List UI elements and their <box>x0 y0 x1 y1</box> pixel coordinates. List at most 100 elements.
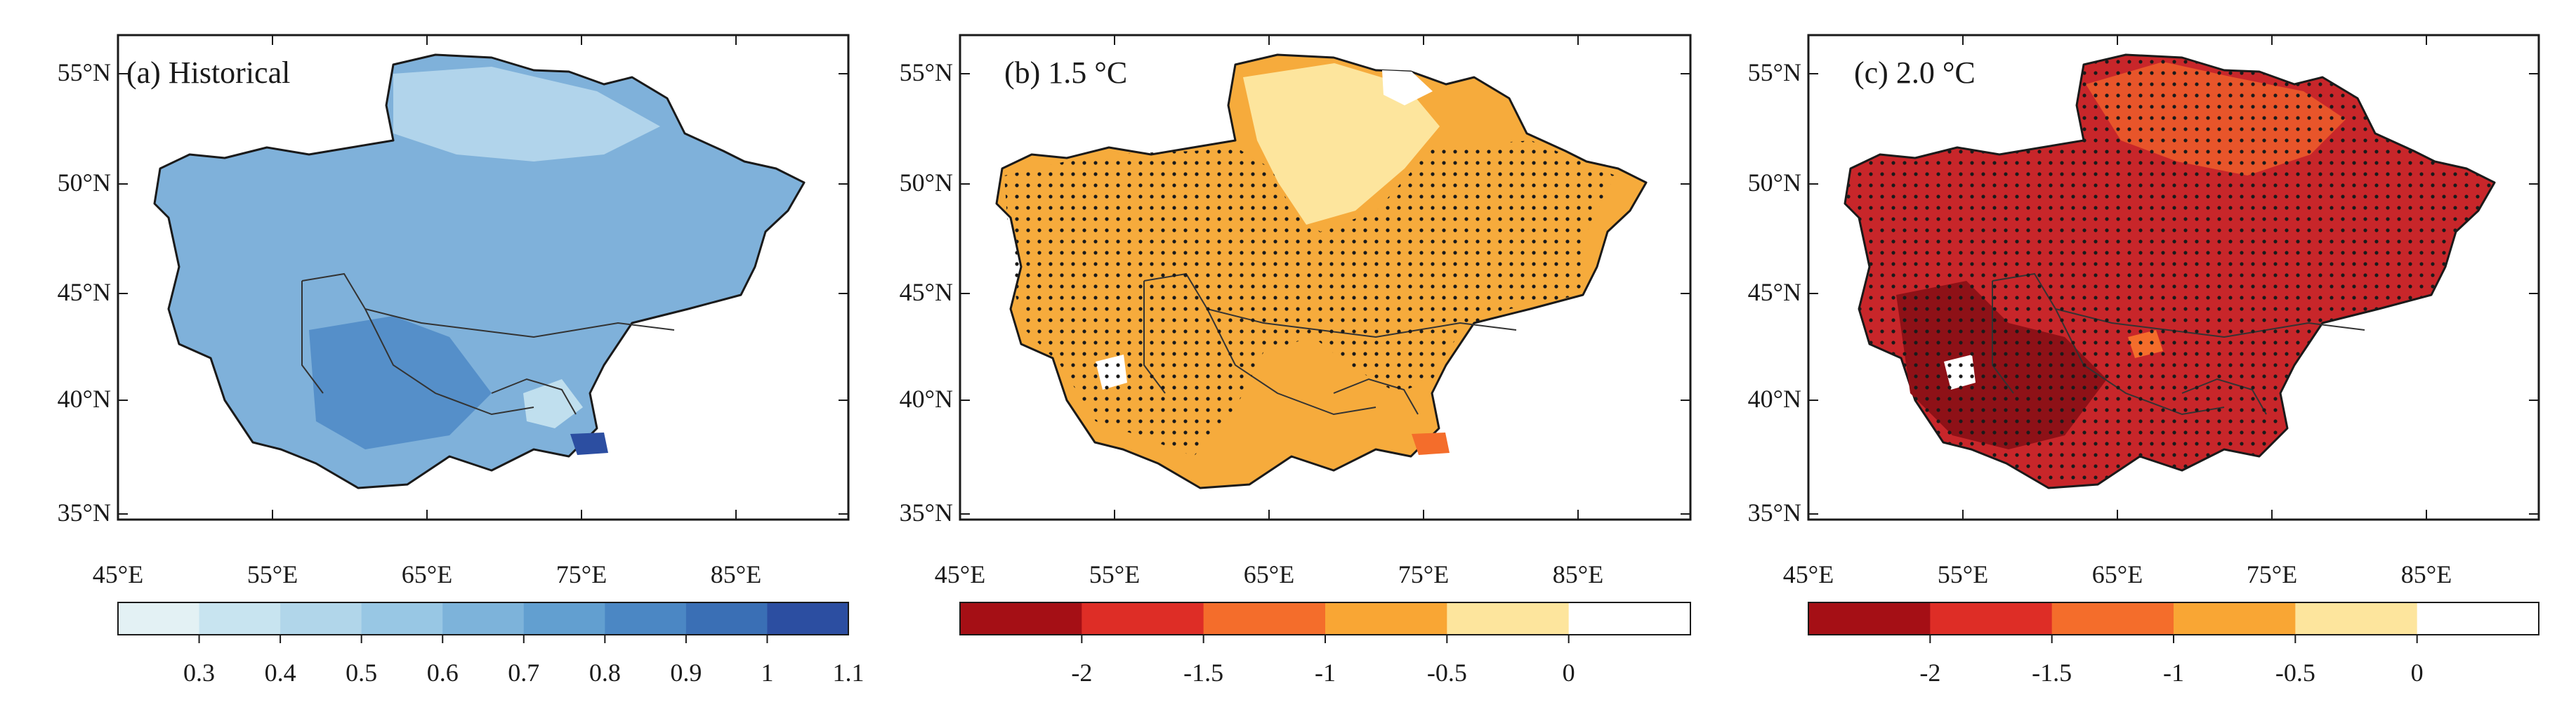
colorbar-label: 0 <box>1563 659 1575 687</box>
colorbar-swatch <box>1930 602 2053 635</box>
colorbar-swatch <box>1325 602 1447 635</box>
lat-tick-c-3: 40°N <box>1748 385 2539 413</box>
x-axis-c: 45°E 55°E 65°E 75°E 85°E <box>1783 35 2452 588</box>
lon-label-c-2: 65°E <box>2092 560 2143 588</box>
colorbar-label: -2 <box>1919 659 1940 687</box>
colorbar-swatch <box>280 602 362 635</box>
colorbar-swatch <box>605 602 687 635</box>
y-axis-c: 55°N 50°N 45°N 40°N 35°N <box>1748 58 2539 527</box>
lat-tick-c-2: 45°N <box>1748 278 2539 306</box>
lat-label-a-0: 55°N <box>58 58 111 86</box>
colorbar-labels-a: 0.3 0.4 0.5 0.6 0.7 0.8 0.9 1 1.1 <box>183 659 864 687</box>
colorbar-swatch <box>2174 602 2296 635</box>
colorbar-label: 0.9 <box>670 659 702 687</box>
lat-label-c-2: 45°N <box>1748 278 1801 306</box>
lon-label-b-2: 65°E <box>1244 560 1294 588</box>
lat-label-b-1: 50°N <box>900 169 953 197</box>
colorbar-swatch <box>1203 602 1326 635</box>
map-region-b <box>995 53 1648 489</box>
x-axis-b: 45°E 55°E 65°E 75°E 85°E <box>935 35 1603 588</box>
colorbar-swatch <box>767 602 849 635</box>
colorbar-swatch <box>960 602 1082 635</box>
lon-tick-a-2: 65°E <box>402 35 452 588</box>
lon-tick-b-1: 55°E <box>1089 35 1140 588</box>
panel-b: 55°N 50°N 45°N 40°N 35°N 45°E 55°E 65°E … <box>900 34 1692 687</box>
colorbar-swatch <box>442 602 525 635</box>
lat-tick-b-0: 55°N <box>900 58 1690 86</box>
colorbar-swatch <box>1568 602 1691 635</box>
lat-tick-c-1: 50°N <box>1748 169 2539 197</box>
colorbar-label: 1 <box>761 659 773 687</box>
lat-label-b-4: 35°N <box>900 499 953 527</box>
y-axis-b: 55°N 50°N 45°N 40°N 35°N <box>900 58 1690 527</box>
region-pale-patch-b <box>1243 63 1440 225</box>
lon-tick-b-0: 45°E <box>935 510 985 588</box>
colorbar-label: 0.8 <box>589 659 621 687</box>
lon-tick-b-2: 65°E <box>1244 35 1294 588</box>
lon-label-c-3: 75°E <box>2247 560 2297 588</box>
stipple-overlay-b <box>1004 140 1615 456</box>
lat-tick-c-0: 55°N <box>1748 58 2539 86</box>
colorbar-label: 0.6 <box>427 659 459 687</box>
lat-label-c-4: 35°N <box>1748 499 1801 527</box>
panel-label-b: (b) 1.5 °C <box>1004 55 1127 90</box>
colorbar-swatch <box>685 602 768 635</box>
colorbar-label: -1.5 <box>1183 659 1223 687</box>
colorbar-swatch <box>1082 602 1204 635</box>
colorbar-label: -1.5 <box>2032 659 2072 687</box>
region-lighter-patch-a <box>393 67 660 161</box>
lat-tick-b-1: 50°N <box>900 169 1690 197</box>
colorbar-label: 1.1 <box>833 659 865 687</box>
lon-label-c-1: 55°E <box>1938 560 1988 588</box>
colorbar-label: 0.7 <box>508 659 539 687</box>
colorbar-swatch <box>1808 602 1931 635</box>
region-white-patch-b <box>1382 70 1433 105</box>
lat-tick-b-3: 40°N <box>900 385 1690 413</box>
map-region-a <box>153 53 806 489</box>
colorbar-swatch <box>361 602 443 635</box>
colorbar-frame-c <box>1808 602 2539 635</box>
lat-tick-b-2: 45°N <box>900 278 1690 306</box>
colorbar-swatch <box>2295 602 2418 635</box>
y-axis-a: 55°N 50°N 45°N 40°N 35°N <box>58 58 848 527</box>
lon-label-b-4: 85°E <box>1553 560 1603 588</box>
colorbar-labels-b: -2 -1.5 -1 -0.5 0 <box>1071 659 1575 687</box>
lat-label-a-4: 35°N <box>58 499 111 527</box>
lon-label-a-3: 75°E <box>556 560 607 588</box>
colorbar-swatch <box>2417 602 2539 635</box>
lon-tick-a-0: 45°E <box>93 510 143 588</box>
colorbar-label: -0.5 <box>2275 659 2315 687</box>
lon-label-c-0: 45°E <box>1783 560 1834 588</box>
lat-tick-b-4: 35°N <box>900 499 1690 527</box>
region-red-spot-b <box>1412 433 1450 455</box>
colorbar-swatch <box>199 602 281 635</box>
lat-label-b-0: 55°N <box>900 58 953 86</box>
lon-tick-c-1: 55°E <box>1938 35 1988 588</box>
lat-label-b-2: 45°N <box>900 278 953 306</box>
panel-label-a: (a) Historical <box>126 55 290 90</box>
lat-label-c-3: 40°N <box>1748 385 1801 413</box>
lon-label-b-1: 55°E <box>1089 560 1140 588</box>
colorbar-label: 0.3 <box>183 659 215 687</box>
lat-label-c-1: 50°N <box>1748 169 1801 197</box>
colorbar-swatches-b <box>960 602 1691 643</box>
lon-tick-c-2: 65°E <box>2092 35 2143 588</box>
panel-c: 55°N 50°N 45°N 40°N 35°N 45°E 55°E 65°E … <box>1748 34 2540 687</box>
colorbar-swatch <box>523 602 605 635</box>
country-borders-a <box>301 272 675 416</box>
colorbar-label: -0.5 <box>1427 659 1467 687</box>
region-light-spot-a <box>523 379 583 428</box>
colorbar-swatch <box>118 602 200 635</box>
lat-tick-a-2: 45°N <box>58 278 848 306</box>
lat-tick-a-3: 40°N <box>58 385 848 413</box>
colorbar-label: 0.5 <box>346 659 377 687</box>
colorbar-b: -2 -1.5 -1 -0.5 0 <box>959 602 1691 687</box>
lat-tick-a-1: 50°N <box>58 169 848 197</box>
map-region-c <box>1844 53 2496 489</box>
panel-a: 55°N 50°N 45°N 40°N 35°N 45°E 55°E 65°E … <box>58 34 865 687</box>
lat-label-a-2: 45°N <box>58 278 111 306</box>
lon-label-c-4: 85°E <box>2401 560 2452 588</box>
lon-tick-a-1: 55°E <box>247 35 298 588</box>
colorbar-frame-b <box>959 602 1691 635</box>
